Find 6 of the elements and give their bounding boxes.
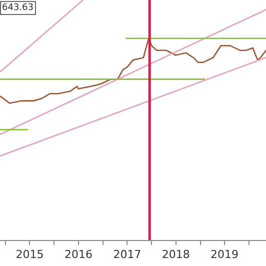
x-tick-label: 2015 xyxy=(16,248,44,262)
x-tick-label: 2017 xyxy=(113,248,142,262)
x-tick-label: 2016 xyxy=(64,248,93,262)
x-tick-label: 2018 xyxy=(162,248,190,262)
annotation: 643.63 xyxy=(2,3,34,13)
x-tick-label: 2019 xyxy=(210,248,239,262)
